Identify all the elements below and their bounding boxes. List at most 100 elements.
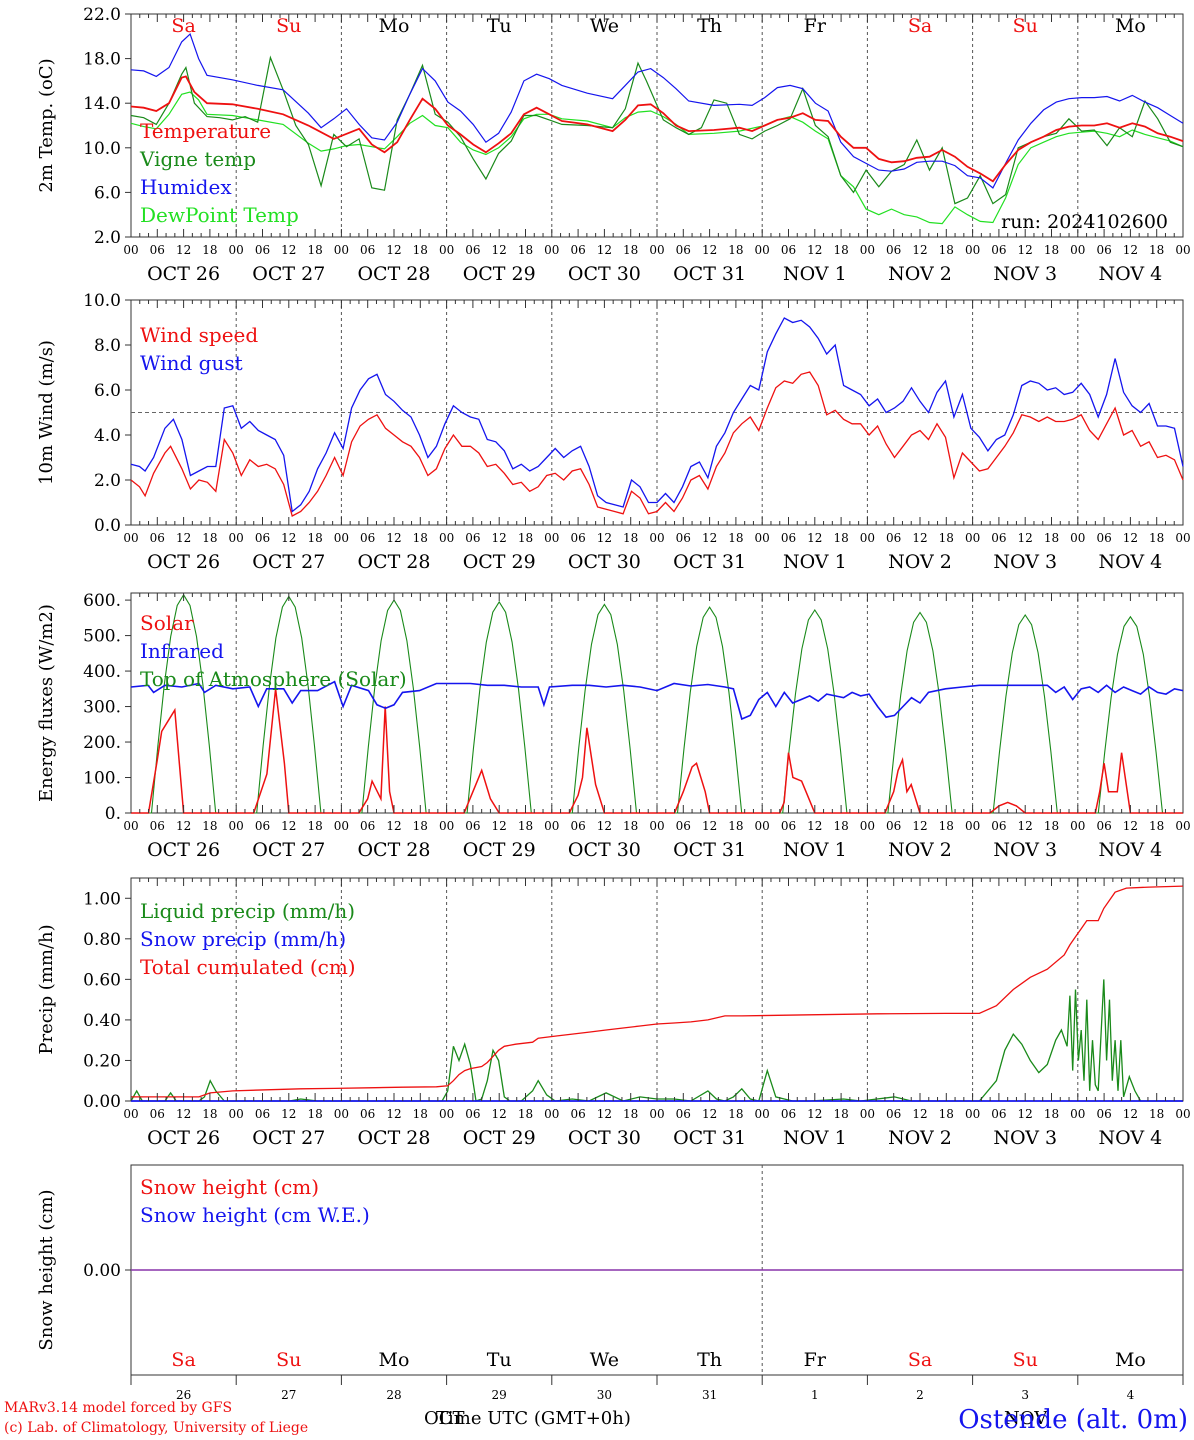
panel-snow: Snow height (cm) 0.00 Snow height (cm) Snow… xyxy=(36,1164,1184,1402)
day-label: Mo xyxy=(379,1349,410,1371)
hour-tick-label: 06 xyxy=(360,531,375,545)
hour-tick-label: 12 xyxy=(807,819,822,833)
hour-tick-label: 00 xyxy=(439,531,454,545)
hour-tick-label: 18 xyxy=(202,1107,217,1121)
hour-tick-label: 12 xyxy=(492,1107,507,1121)
date-label: NOV 3 xyxy=(993,551,1057,573)
hour-tick-label: 00 xyxy=(965,1107,980,1121)
day-label: Su xyxy=(1013,15,1038,37)
hour-tick-label: 18 xyxy=(518,819,533,833)
hour-tick-label: 06 xyxy=(255,243,270,257)
hour-tick-label: 12 xyxy=(702,819,717,833)
hour-tick-label: 18 xyxy=(939,531,954,545)
y-tick-label: 4.0 xyxy=(94,426,121,446)
series-top-of-atmosphere-solar xyxy=(1077,615,1183,814)
hour-tick-label: 18 xyxy=(728,819,743,833)
date-label: OCT 26 xyxy=(147,263,220,285)
hour-tick-label: 00 xyxy=(755,1107,770,1121)
hour-tick-label: 00 xyxy=(649,243,664,257)
hour-tick-label: 18 xyxy=(202,819,217,833)
hour-tick-label: 18 xyxy=(728,531,743,545)
y-axis-label: Snow height (cm) xyxy=(36,1189,57,1350)
y-tick-label: 0.20 xyxy=(83,1051,121,1071)
day-label: Sa xyxy=(171,1349,195,1371)
hour-tick-label: 00 xyxy=(123,1107,138,1121)
date-label: OCT 29 xyxy=(463,839,536,861)
day-number: 26 xyxy=(176,1388,191,1402)
hour-tick-label: 00 xyxy=(649,1107,664,1121)
hour-tick-label: 18 xyxy=(518,531,533,545)
hour-tick-label: 12 xyxy=(176,1107,191,1121)
hour-tick-label: 00 xyxy=(544,243,559,257)
hour-tick-label: 18 xyxy=(518,243,533,257)
hour-tick-label: 00 xyxy=(544,1107,559,1121)
date-label: OCT 28 xyxy=(357,551,430,573)
y-axis-label: Precip (mm/h) xyxy=(36,924,57,1054)
legend-total-cumulated-cm-: Total cumulated (cm) xyxy=(140,955,356,979)
hour-tick-label: 06 xyxy=(255,819,270,833)
date-label: NOV 2 xyxy=(888,1127,952,1149)
hour-tick-label: 12 xyxy=(176,531,191,545)
lab-credit: (c) Lab. of Climatology, University of L… xyxy=(4,1420,308,1436)
hour-tick-label: 00 xyxy=(860,531,875,545)
hour-tick-label: 00 xyxy=(755,243,770,257)
hour-tick-label: 18 xyxy=(939,819,954,833)
hour-tick-label: 12 xyxy=(281,1107,296,1121)
hour-tick-label: 06 xyxy=(991,531,1006,545)
hour-tick-label: 06 xyxy=(1096,243,1111,257)
y-tick-label: 0.00 xyxy=(83,1261,121,1281)
series-top-of-atmosphere-solar xyxy=(972,614,1078,814)
hour-tick-label: 18 xyxy=(623,819,638,833)
y-tick-label: 0.00 xyxy=(83,1092,121,1112)
hour-tick-label: 00 xyxy=(965,531,980,545)
series-wind-gust xyxy=(130,317,1184,513)
series-vigne-temp xyxy=(130,55,1184,205)
day-label: We xyxy=(590,1349,619,1371)
series-top-of-atmosphere-solar xyxy=(867,611,973,814)
hour-tick-label: 12 xyxy=(597,1107,612,1121)
hour-tick-label: 12 xyxy=(1123,1107,1138,1121)
series-infrared xyxy=(130,680,1184,721)
legend-wind-gust: Wind gust xyxy=(140,351,243,375)
hour-tick-label: 06 xyxy=(676,819,691,833)
date-label: OCT 28 xyxy=(357,839,430,861)
hour-tick-label: 00 xyxy=(1070,1107,1085,1121)
day-number: 30 xyxy=(597,1388,612,1402)
hour-tick-label: 18 xyxy=(413,819,428,833)
hour-tick-label: 00 xyxy=(1175,819,1190,833)
day-label: Tu xyxy=(487,1349,512,1371)
hour-tick-label: 12 xyxy=(1018,819,1033,833)
hour-tick-label: 00 xyxy=(860,243,875,257)
hour-tick-label: 18 xyxy=(307,1107,322,1121)
legend-top-of-atmosphere-solar-: Top of Atmosphere (Solar) xyxy=(140,667,407,691)
day-label: Fr xyxy=(804,15,827,37)
y-tick-label: 200. xyxy=(83,733,121,753)
day-label: Su xyxy=(1013,1349,1038,1371)
legend-humidex: Humidex xyxy=(140,175,232,199)
hour-tick-label: 00 xyxy=(649,531,664,545)
date-label: NOV 2 xyxy=(888,551,952,573)
hour-tick-label: 12 xyxy=(386,819,401,833)
legend-wind-speed: Wind speed xyxy=(140,323,258,347)
hour-tick-label: 18 xyxy=(413,243,428,257)
hour-tick-label: 12 xyxy=(1123,531,1138,545)
date-label: OCT 30 xyxy=(568,551,641,573)
hour-tick-label: 06 xyxy=(991,243,1006,257)
hour-tick-label: 00 xyxy=(123,819,138,833)
series-solar xyxy=(1077,752,1183,814)
hour-tick-label: 06 xyxy=(991,819,1006,833)
run-label: run: 2024102600 xyxy=(1001,211,1168,233)
hour-tick-label: 06 xyxy=(150,243,165,257)
hour-tick-label: 12 xyxy=(176,243,191,257)
series-solar xyxy=(762,752,868,814)
hour-tick-label: 00 xyxy=(334,819,349,833)
series-solar xyxy=(236,688,342,814)
hour-tick-label: 00 xyxy=(123,531,138,545)
hour-tick-label: 18 xyxy=(413,531,428,545)
panel-energy: Energy fluxes (W/m2) 0. 100. 200. 300. 400. 50… xyxy=(36,591,1191,861)
hour-tick-label: 06 xyxy=(150,1107,165,1121)
hour-tick-label: 06 xyxy=(360,243,375,257)
hour-tick-label: 12 xyxy=(281,243,296,257)
hour-tick-label: 18 xyxy=(939,1107,954,1121)
